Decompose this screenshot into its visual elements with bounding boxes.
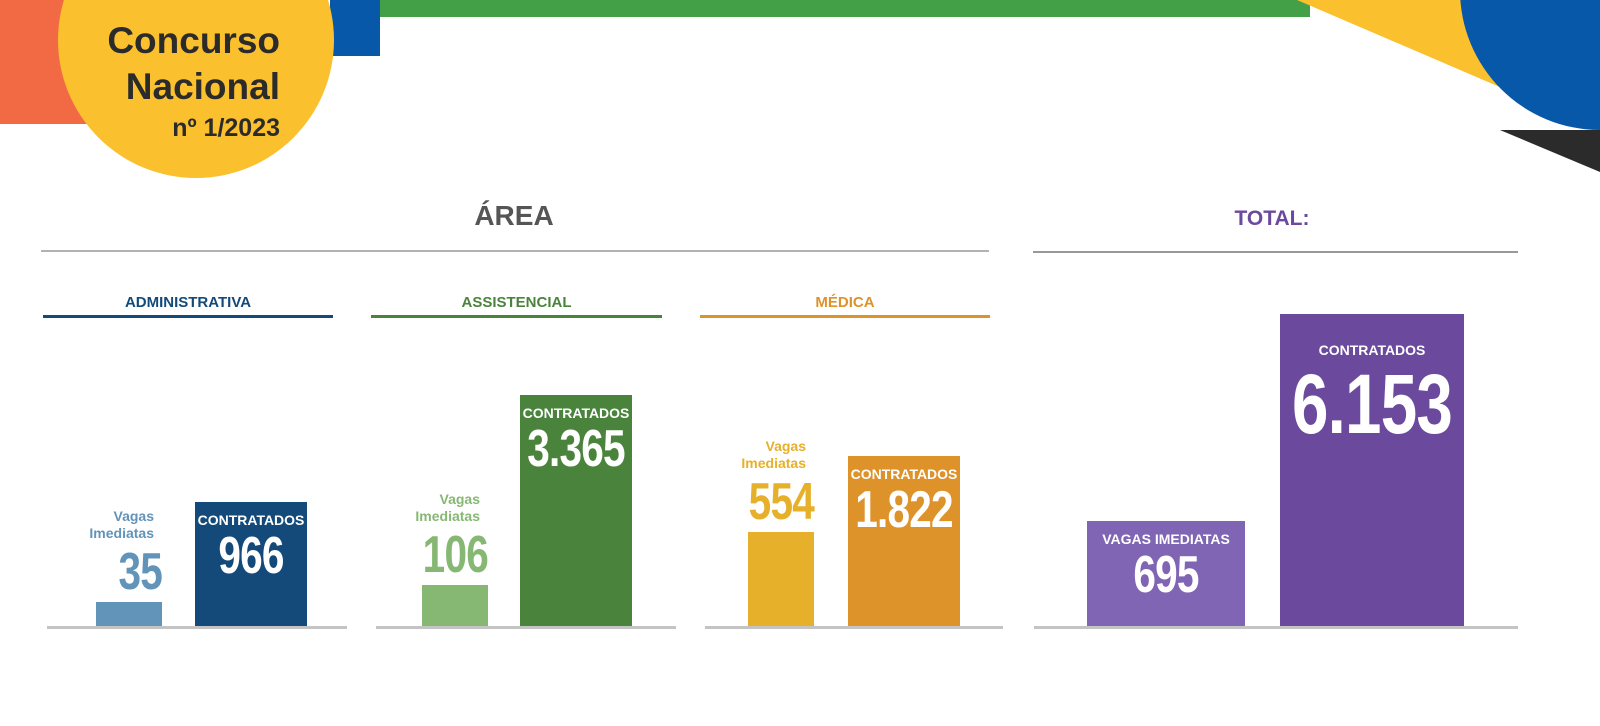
bar-category: CONTRATADOS (850, 466, 958, 483)
title-rule (43, 315, 333, 318)
bar-category: Vagas Imediatas (89, 508, 154, 542)
value-label: 106 (422, 526, 489, 585)
baseline (1034, 626, 1518, 629)
value-label: 6.153 (1291, 357, 1453, 451)
title-rule (1033, 251, 1518, 253)
header: Concurso Nacional nº 1/2023 (80, 18, 280, 146)
bar-category: Vagas Imediatas (741, 438, 806, 472)
bar-category: CONTRATADOS (1318, 342, 1426, 358)
green-band (380, 0, 1310, 17)
value-label: 554 (748, 473, 815, 532)
blue-circle (1460, 0, 1600, 130)
area-heading: ÁREA (474, 200, 554, 231)
bar (195, 502, 307, 626)
value-label: 966 (218, 527, 284, 586)
title-line: Concurso (107, 20, 280, 61)
bar (422, 585, 488, 626)
bar (520, 395, 632, 626)
bar-category: CONTRATADOS (522, 405, 630, 422)
title-rule (371, 315, 662, 318)
baseline (376, 626, 676, 629)
bar (848, 456, 960, 626)
blue-block (330, 0, 380, 56)
chart-title: ASSISTENCIAL (461, 294, 572, 311)
bar (748, 532, 814, 626)
yellow-circle (58, 0, 334, 178)
value-label: 695 (1133, 546, 1199, 605)
chart-title: TOTAL: (1234, 207, 1310, 230)
bar (96, 602, 162, 626)
baseline (705, 626, 1003, 629)
value-label: 3.365 (527, 420, 625, 479)
chart-title: MÉDICA (815, 294, 875, 311)
bar (1280, 314, 1464, 626)
bar (1087, 521, 1245, 626)
bar-category: Vagas Imediatas (415, 491, 480, 525)
value-label: 35 (118, 543, 162, 602)
subtitle: nº 1/2023 (172, 114, 280, 142)
bar-category: VAGAS IMEDIATAS (1102, 531, 1230, 548)
bar-category: CONTRATADOS (197, 512, 305, 529)
dark-triangle (1500, 130, 1600, 172)
chart-title: ADMINISTRATIVA (124, 294, 252, 311)
title-line: Nacional (125, 66, 280, 107)
title-rule (700, 315, 990, 318)
value-label: 1.822 (855, 481, 953, 540)
baseline (47, 626, 347, 629)
